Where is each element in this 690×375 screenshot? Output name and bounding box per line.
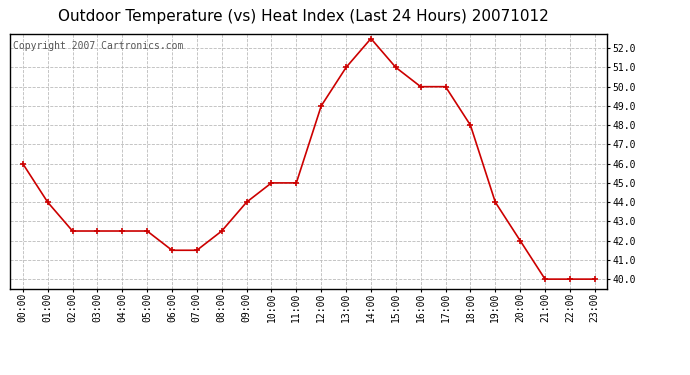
Text: Copyright 2007 Cartronics.com: Copyright 2007 Cartronics.com xyxy=(13,41,184,51)
Text: Outdoor Temperature (vs) Heat Index (Last 24 Hours) 20071012: Outdoor Temperature (vs) Heat Index (Las… xyxy=(58,9,549,24)
